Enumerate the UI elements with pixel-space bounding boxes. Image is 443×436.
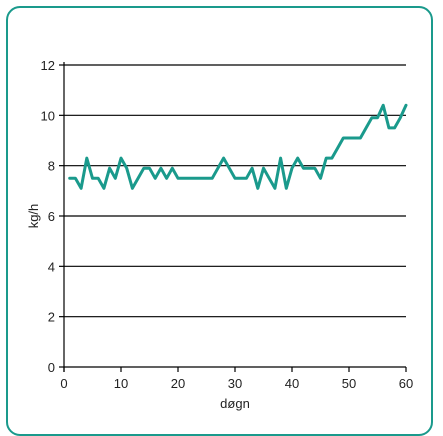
series	[68, 103, 408, 190]
y-tick-label: 2	[48, 310, 55, 325]
y-tick-label: 6	[48, 209, 55, 224]
x-tick-label: 60	[399, 376, 413, 391]
y-tick-labels: 0 2 4 6 8 10 12	[41, 58, 55, 375]
grid-lines	[64, 64, 406, 318]
y-tick-label: 4	[48, 259, 55, 274]
axes	[59, 62, 407, 372]
x-tick-label: 10	[114, 376, 128, 391]
line-chart: 0 10 20 30 40 50 60 0 2 4 6 8 10 12 døgn kg/h	[26, 58, 413, 411]
y-axis-label: kg/h	[26, 204, 41, 229]
x-tick-label: 0	[60, 376, 67, 391]
chart-panel	[6, 6, 433, 436]
y-tick-label: 12	[41, 58, 55, 73]
x-tick-label: 50	[342, 376, 356, 391]
x-tick-label: 20	[171, 376, 185, 391]
x-tick-label: 40	[285, 376, 299, 391]
x-tick-labels: 0 10 20 30 40 50 60	[60, 376, 413, 391]
y-tick-label: 8	[48, 159, 55, 174]
y-tick-label: 0	[48, 360, 55, 375]
x-axis-label: døgn	[220, 396, 250, 411]
series-line	[68, 103, 408, 190]
x-tick-label: 30	[228, 376, 242, 391]
y-tick-label: 10	[41, 108, 55, 123]
